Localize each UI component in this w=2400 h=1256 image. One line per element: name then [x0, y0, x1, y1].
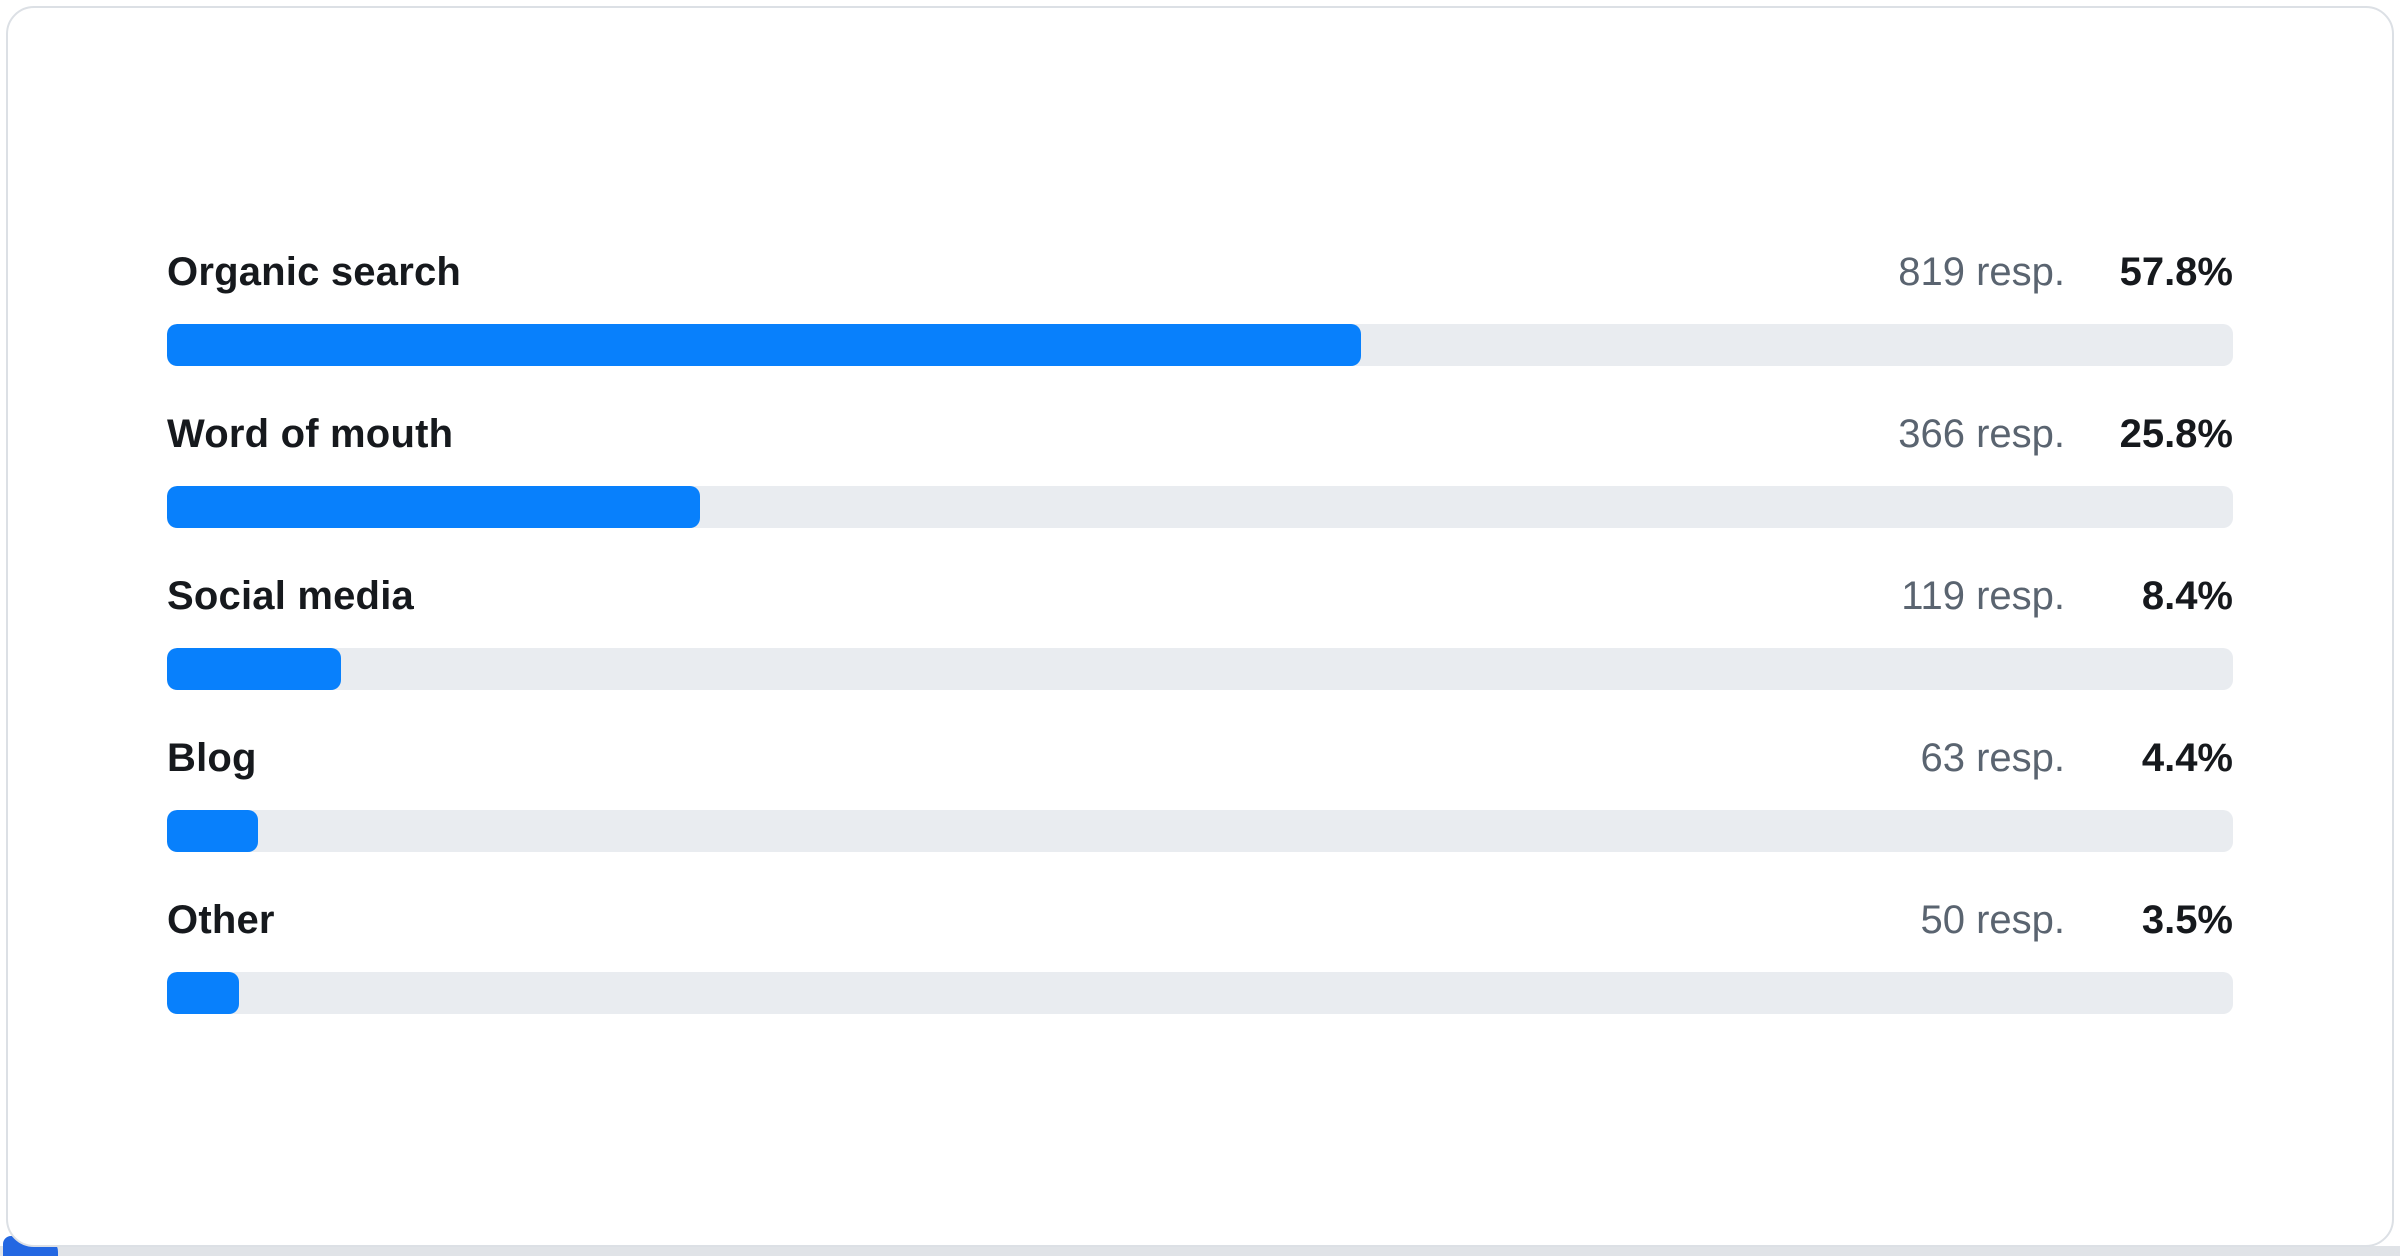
chart-row: Blog 63 resp. 4.4% [167, 734, 2233, 852]
category-label: Word of mouth [167, 412, 454, 456]
bar-chart: Organic search 819 resp. 57.8% Word of m… [8, 8, 2392, 1014]
category-label: Other [167, 898, 275, 942]
category-label: Organic search [167, 250, 462, 294]
percent-value: 4.4% [2141, 736, 2233, 780]
bar-fill [167, 648, 341, 690]
responses-count: 50 resp. [1920, 898, 2065, 942]
percent-value: 25.8% [2119, 412, 2233, 456]
bar-track [167, 972, 2233, 1014]
bar-fill [167, 810, 258, 852]
bar-track [167, 810, 2233, 852]
percent-value: 8.4% [2141, 574, 2233, 618]
responses-count: 119 resp. [1901, 574, 2065, 618]
responses-count: 63 resp. [1920, 736, 2065, 780]
bar-fill [167, 972, 240, 1014]
bar-fill [167, 324, 1362, 366]
chart-row: Other 50 resp. 3.5% [167, 896, 2233, 1014]
responses-count: 819 resp. [1898, 250, 2065, 294]
bar-fill [167, 486, 701, 528]
bar-track [167, 486, 2233, 528]
results-card: Organic search 819 resp. 57.8% Word of m… [6, 6, 2394, 1247]
chart-row: Word of mouth 366 resp. 25.8% [167, 410, 2233, 528]
percent-value: 3.5% [2141, 898, 2233, 942]
percent-value: 57.8% [2119, 250, 2233, 294]
category-label: Social media [167, 574, 414, 618]
bottom-shadow-strip [0, 1246, 2400, 1256]
category-label: Blog [167, 736, 257, 780]
bar-track [167, 324, 2233, 366]
chart-row: Social media 119 resp. 8.4% [167, 572, 2233, 690]
bar-track [167, 648, 2233, 690]
responses-count: 366 resp. [1898, 412, 2065, 456]
chart-row: Organic search 819 resp. 57.8% [167, 248, 2233, 366]
